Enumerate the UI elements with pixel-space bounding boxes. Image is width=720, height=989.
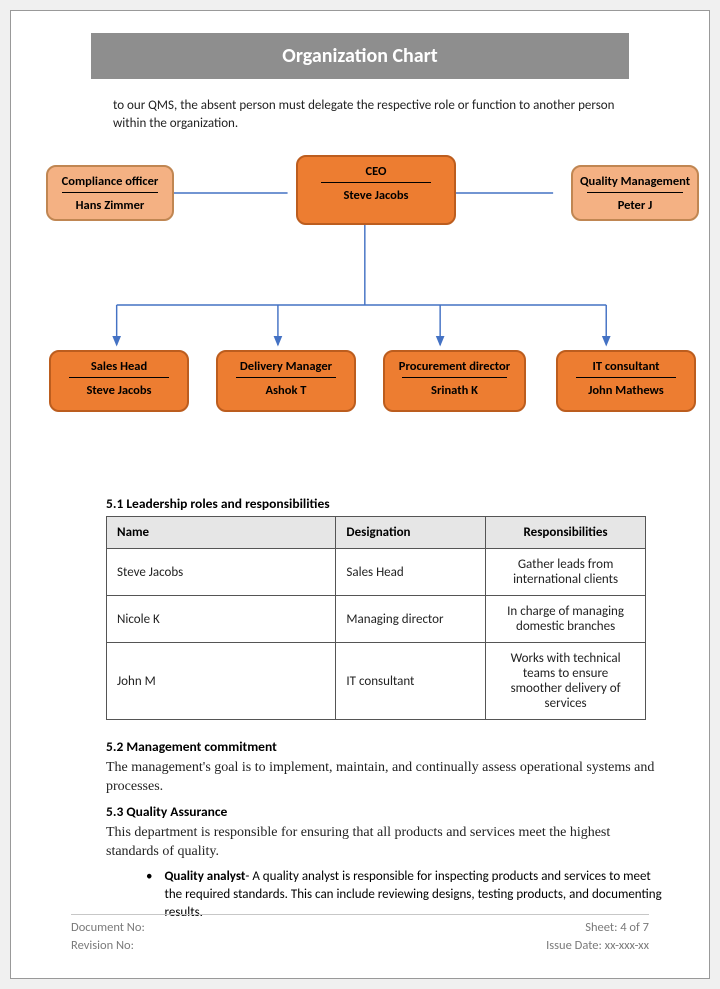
org-role: CEO [304, 164, 448, 179]
section-5-2-heading: 5.2 Management commitment [106, 738, 669, 755]
cell-name: Steve Jacobs [107, 549, 336, 596]
org-person: Steve Jacobs [57, 383, 181, 398]
col-responsibilities: Responsibilities [486, 517, 646, 549]
cell-responsibilities: In charge of managing domestic branches [486, 596, 646, 643]
page: Organization Chart to our QMS, the absen… [10, 10, 710, 979]
org-person: Peter J [579, 198, 691, 213]
cell-designation: Managing director [336, 596, 486, 643]
page-footer: Document No: Sheet: 4 of 7 Revision No: … [71, 914, 649, 957]
section-5-1-heading: 5.1 Leadership roles and responsibilitie… [106, 495, 669, 512]
section-5-2-body: The management's goal is to implement, m… [106, 759, 666, 797]
cell-name: Nicole K [107, 596, 336, 643]
org-box-quality: Quality Management Peter J [571, 165, 699, 221]
org-role: Quality Management [579, 174, 691, 189]
org-box-procurement: Procurement director Srinath K [383, 350, 526, 412]
org-box-it: IT consultant John Mathews [556, 350, 696, 412]
cell-designation: Sales Head [336, 549, 486, 596]
org-role: Delivery Manager [224, 359, 348, 374]
org-box-delivery: Delivery Manager Ashok T [216, 350, 356, 412]
table-row: John MIT consultantWorks with technical … [107, 643, 646, 720]
footer-issue-date: Issue Date: xx-xxx-xx [546, 937, 649, 956]
footer-rev-no: Revision No: [71, 937, 134, 956]
org-box-sales: Sales Head Steve Jacobs [49, 350, 189, 412]
page-title-banner: Organization Chart [91, 33, 629, 79]
footer-sheet: Sheet: 4 of 7 [585, 919, 649, 938]
cell-name: John M [107, 643, 336, 720]
table-header-row: Name Designation Responsibilities [107, 517, 646, 549]
org-person: John Mathews [564, 383, 688, 398]
org-role: Sales Head [57, 359, 181, 374]
org-chart: Compliance officer Hans Zimmer CEO Steve Ja… [51, 155, 669, 455]
cell-designation: IT consultant [336, 643, 486, 720]
section-5-3-heading: 5.3 Quality Assurance [106, 803, 669, 820]
section-5-3-body: This department is responsible for ensur… [106, 824, 666, 862]
org-box-ceo: CEO Steve Jacobs [296, 155, 456, 225]
org-person: Hans Zimmer [54, 198, 166, 213]
org-box-compliance: Compliance officer Hans Zimmer [46, 165, 174, 221]
org-person: Steve Jacobs [304, 188, 448, 203]
org-role: IT consultant [564, 359, 688, 374]
table-row: Nicole KManaging directorIn charge of ma… [107, 596, 646, 643]
cell-responsibilities: Works with technical teams to ensure smo… [486, 643, 646, 720]
roles-table: Name Designation Responsibilities Steve … [106, 516, 646, 720]
bullet-lead: Quality analyst [164, 869, 245, 884]
org-person: Ashok T [224, 383, 348, 398]
org-role: Compliance officer [54, 174, 166, 189]
org-person: Srinath K [391, 383, 518, 398]
col-designation: Designation [336, 517, 486, 549]
org-role: Procurement director [391, 359, 518, 374]
footer-doc-no: Document No: [71, 919, 145, 938]
intro-paragraph: to our QMS, the absent person must deleg… [113, 97, 633, 133]
table-row: Steve JacobsSales HeadGather leads from … [107, 549, 646, 596]
col-name: Name [107, 517, 336, 549]
cell-responsibilities: Gather leads from international clients [486, 549, 646, 596]
